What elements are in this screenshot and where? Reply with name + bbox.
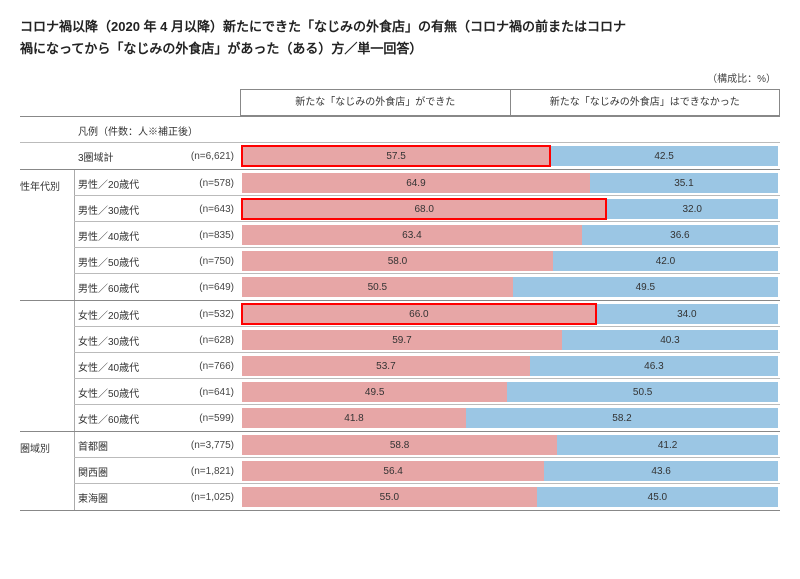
bar-segment-left: 41.8 [242, 408, 466, 428]
bar-segment-right: 41.2 [557, 435, 778, 455]
row-label: 女性／50歳代 [74, 385, 174, 400]
bar: 41.858.2 [242, 408, 778, 428]
data-row: 男性／60歳代(n=649)50.549.5 [20, 274, 780, 300]
section-total: 凡例（件数：人※補正後） 3圏域計(n=6,621)57.542.5 [20, 116, 780, 169]
bar-segment-left: 64.9 [242, 173, 590, 193]
row-n: (n=1,025) [174, 492, 240, 503]
row-label: 男性／60歳代 [74, 280, 174, 295]
bar-segment-right: 36.6 [582, 225, 778, 245]
bar-segment-right: 43.6 [544, 461, 778, 481]
bar: 56.443.6 [242, 461, 778, 481]
row-n: (n=835) [174, 230, 240, 241]
row-n: (n=532) [174, 309, 240, 320]
bar: 58.841.2 [242, 435, 778, 455]
row-label: 首都圏 [74, 438, 174, 453]
data-row: 女性／30歳代(n=628)59.740.3 [20, 327, 780, 353]
bar-segment-left: 58.8 [242, 435, 557, 455]
bar-segment-left: 56.4 [242, 461, 544, 481]
bar: 57.542.5 [242, 146, 778, 166]
data-row: 男性／50歳代(n=750)58.042.0 [20, 248, 780, 274]
data-row: 男性／20歳代(n=578)64.935.1 [20, 170, 780, 196]
row-label: 関西圏 [74, 464, 174, 479]
bar: 64.935.1 [242, 173, 778, 193]
data-row: 女性／40歳代(n=766)53.746.3 [20, 353, 780, 379]
row-label: 男性／50歳代 [74, 254, 174, 269]
section: 女性／20歳代(n=532)66.034.0女性／30歳代(n=628)59.7… [20, 300, 780, 431]
bar: 53.746.3 [242, 356, 778, 376]
row-n: (n=3,775) [174, 440, 240, 451]
bar: 55.045.0 [242, 487, 778, 507]
bar: 68.032.0 [242, 199, 778, 219]
bar-segment-left: 50.5 [242, 277, 513, 297]
row-n: (n=599) [174, 413, 240, 424]
bar: 49.550.5 [242, 382, 778, 402]
bar-segment-right: 42.0 [553, 251, 778, 271]
bar-segment-right: 45.0 [537, 487, 778, 507]
row-n: (n=578) [174, 178, 240, 189]
bar-segment-left: 68.0 [242, 199, 606, 219]
legend-row: 凡例（件数：人※補正後） [20, 117, 780, 143]
bar-segment-left: 66.0 [242, 304, 596, 324]
bar-segment-right: 32.0 [606, 199, 778, 219]
bar-segment-right: 40.3 [562, 330, 778, 350]
row-label: 東海圏 [74, 490, 174, 505]
bar-segment-right: 35.1 [590, 173, 778, 193]
row-label: 女性／20歳代 [74, 307, 174, 322]
row-n: (n=641) [174, 387, 240, 398]
bar-segment-left: 57.5 [242, 146, 550, 166]
bar-segment-left: 49.5 [242, 382, 507, 402]
bar: 63.436.6 [242, 225, 778, 245]
bar: 66.034.0 [242, 304, 778, 324]
chart-title: コロナ禍以降（2020 年 4 月以降）新たにできた「なじみの外食店」の有無（コ… [20, 16, 780, 60]
chart-area: 新たな「なじみの外食店」ができた 新たな「なじみの外食店」はできなかった 凡例（… [20, 89, 780, 511]
row-label: 女性／30歳代 [74, 333, 174, 348]
row-label: 男性／20歳代 [74, 176, 174, 191]
bar: 50.549.5 [242, 277, 778, 297]
title-line-2: 禍になってから「なじみの外食店」があった（ある）方／単一回答） [20, 41, 422, 56]
header-right: 新たな「なじみの外食店」はできなかった [511, 89, 780, 116]
row-label: 3圏域計 [74, 149, 174, 164]
header-left: 新たな「なじみの外食店」ができた [241, 89, 511, 116]
row-label: 女性／40歳代 [74, 359, 174, 374]
row-n: (n=649) [174, 282, 240, 293]
bar: 58.042.0 [242, 251, 778, 271]
data-row: 男性／30歳代(n=643)68.032.0 [20, 196, 780, 222]
data-row: 関西圏(n=1,821)56.443.6 [20, 458, 780, 484]
bar-segment-right: 42.5 [550, 146, 778, 166]
bar-segment-left: 59.7 [242, 330, 562, 350]
section: 性年代別男性／20歳代(n=578)64.935.1男性／30歳代(n=643)… [20, 169, 780, 300]
row-n: (n=6,621) [174, 151, 240, 162]
data-row: 首都圏(n=3,775)58.841.2 [20, 432, 780, 458]
data-row: 3圏域計(n=6,621)57.542.5 [20, 143, 780, 169]
bar: 59.740.3 [242, 330, 778, 350]
data-row: 東海圏(n=1,025)55.045.0 [20, 484, 780, 510]
unit-label: （構成比：%） [20, 70, 780, 85]
data-row: 女性／50歳代(n=641)49.550.5 [20, 379, 780, 405]
bar-segment-left: 58.0 [242, 251, 553, 271]
section: 圏域別首都圏(n=3,775)58.841.2関西圏(n=1,821)56.44… [20, 431, 780, 511]
row-n: (n=766) [174, 361, 240, 372]
row-label: 男性／30歳代 [74, 202, 174, 217]
bar-segment-left: 55.0 [242, 487, 537, 507]
bar-segment-right: 58.2 [466, 408, 778, 428]
row-n: (n=750) [174, 256, 240, 267]
row-n: (n=643) [174, 204, 240, 215]
bar-segment-right: 50.5 [507, 382, 778, 402]
row-n: (n=1,821) [174, 466, 240, 477]
bar-segment-right: 34.0 [596, 304, 778, 324]
title-line-1: コロナ禍以降（2020 年 4 月以降）新たにできた「なじみの外食店」の有無（コ… [20, 19, 626, 34]
row-n: (n=628) [174, 335, 240, 346]
header-row: 新たな「なじみの外食店」ができた 新たな「なじみの外食店」はできなかった [20, 89, 780, 116]
bar-segment-right: 46.3 [530, 356, 778, 376]
row-label: 男性／40歳代 [74, 228, 174, 243]
rows-container: 凡例（件数：人※補正後）3圏域計(n=6,621)57.542.5性年代別男性／… [20, 116, 780, 511]
data-row: 女性／60歳代(n=599)41.858.2 [20, 405, 780, 431]
data-row: 女性／20歳代(n=532)66.034.0 [20, 301, 780, 327]
row-label: 女性／60歳代 [74, 411, 174, 426]
bar-segment-right: 49.5 [513, 277, 778, 297]
legend-label: 凡例（件数：人※補正後） [74, 123, 240, 138]
bar-segment-left: 63.4 [242, 225, 582, 245]
bar-segment-left: 53.7 [242, 356, 530, 376]
data-row: 男性／40歳代(n=835)63.436.6 [20, 222, 780, 248]
